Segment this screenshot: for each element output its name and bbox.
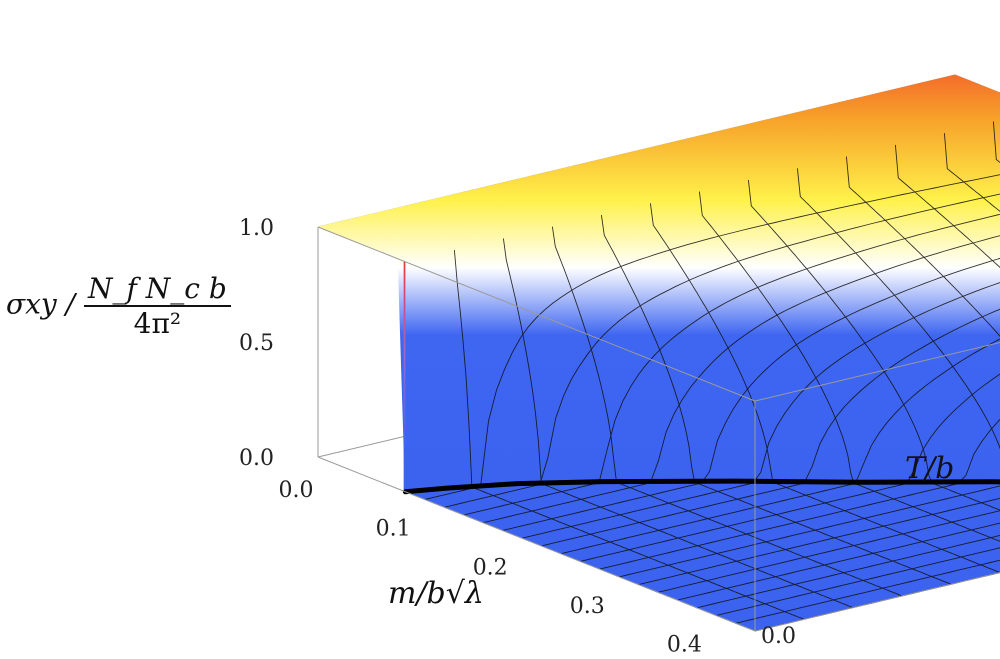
z-tick-label: 0.5: [239, 331, 274, 356]
gridline-m: [696, 534, 1000, 609]
gridline-m: [463, 213, 1000, 516]
gridline-m: [599, 418, 1000, 570]
gridline-t: [894, 144, 1000, 269]
gridline-m: [638, 497, 1000, 586]
bounding-box-front: [317, 226, 1000, 632]
z-tick-label: 1.0: [239, 216, 274, 241]
surface-mesh: [316, 74, 1000, 632]
box-edge-front: [754, 342, 1000, 402]
axis-labels: m/b√λ T/b: [388, 451, 954, 611]
x-axis-label: m/b√λ: [388, 576, 484, 611]
gridline-m: [618, 485, 1000, 578]
z-tick-label: 0.0: [239, 446, 274, 471]
x-tick-label: 0.0: [279, 478, 314, 503]
y-tick-label: 0.0: [761, 624, 796, 649]
gridline-m: [444, 193, 1000, 508]
gridline-m: [482, 235, 1000, 524]
box-edge-front: [754, 572, 1000, 632]
y-axis-label: T/b: [905, 451, 954, 486]
surface-gridlines: [424, 121, 1000, 632]
box-edge-front: [317, 226, 756, 402]
gridline-t: [796, 168, 1000, 450]
gridline-t: [649, 203, 1000, 573]
box-edge-front: [317, 456, 756, 632]
gridline-t: [453, 250, 805, 620]
gridline-m: [716, 547, 1000, 616]
z-axis-label-main: σxy /: [6, 287, 76, 321]
axis-tick-labels: 0.00.10.20.30.40.00.51.00.00.51.0: [239, 216, 796, 658]
gridline-m: [677, 522, 1000, 601]
x-tick-label: 0.3: [570, 594, 605, 619]
gridline-m: [657, 510, 1000, 593]
gridline-m: [521, 282, 1000, 539]
x-tick-label: 0.2: [473, 555, 508, 580]
surface-wall: [403, 261, 406, 492]
gridline-t: [747, 179, 1000, 511]
z-axis-label-denominator: 4π²: [133, 307, 182, 340]
gridline-t: [600, 214, 952, 585]
x-tick-label: 0.4: [667, 633, 702, 658]
gridline-m: [502, 257, 1000, 531]
z-axis-label-numerator: N_f N_c b: [83, 272, 231, 307]
gridline-t: [698, 191, 1000, 542]
transition-curve: [402, 478, 1000, 495]
gridline-t: [502, 238, 854, 609]
z-axis-label-fraction: N_f N_c b 4π²: [83, 272, 231, 340]
gridline-t: [551, 226, 903, 597]
gridline-t: [845, 156, 1000, 337]
x-tick-label: 0.1: [376, 517, 411, 542]
gridline-m: [580, 373, 1000, 562]
gridline-m: [541, 308, 1000, 547]
z-axis-label: σxy / N_f N_c b 4π²: [6, 272, 231, 340]
gridline-m: [560, 338, 1000, 555]
gridline-m: [735, 559, 1000, 624]
gridline-m: [424, 174, 1000, 500]
